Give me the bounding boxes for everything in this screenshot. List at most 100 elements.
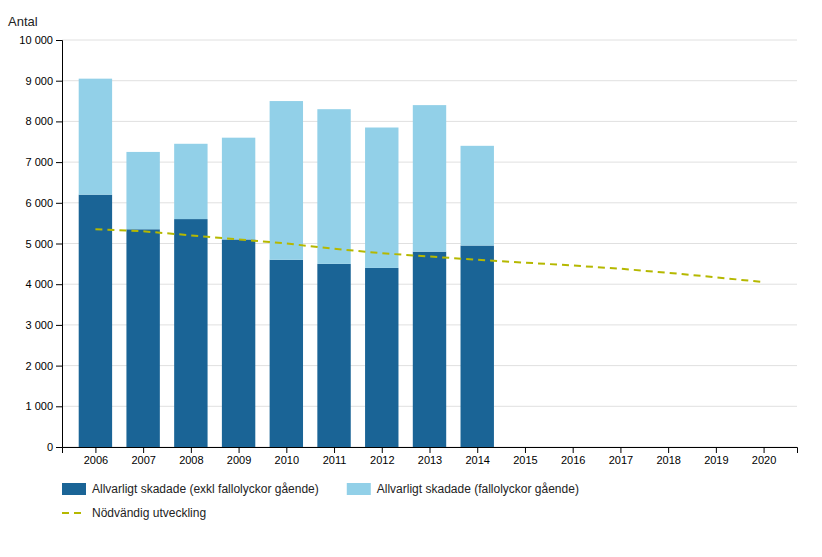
y-tick: 10 000: [19, 34, 62, 46]
tick-label: 8 000: [25, 115, 53, 127]
tick-mark: [56, 162, 62, 163]
bar: [79, 79, 112, 195]
bar-series: [79, 79, 494, 268]
tick-label: 2 000: [25, 360, 53, 372]
bar: [222, 138, 255, 240]
line: [95, 229, 763, 282]
bar: [79, 195, 112, 447]
tick-label: 5 000: [25, 238, 53, 250]
axis-line: [63, 448, 798, 454]
y-tick: 5 000: [25, 238, 62, 250]
x-tick: 2012: [370, 447, 394, 466]
tick-label: 2012: [370, 454, 394, 466]
legend-label: Allvarligt skadade (exkl fallolyckor gåe…: [92, 482, 319, 496]
x-tick: 2011: [323, 447, 347, 466]
x-tick: 2013: [418, 447, 442, 466]
chart: 2006 2007 2008 2009 2010 2011 2012 2013 2014 2015…: [0, 0, 822, 557]
tick-label: 2010: [275, 454, 299, 466]
tick-label: 2016: [561, 454, 585, 466]
tick-label: 9 000: [25, 75, 53, 87]
tick-mark: [56, 284, 62, 285]
tick-mark: [239, 447, 240, 453]
y-tick: 7 000: [25, 156, 62, 168]
x-tick: 2020: [752, 447, 776, 466]
bar: [365, 128, 398, 268]
tick-mark: [764, 447, 765, 453]
tick-label: 2019: [704, 454, 728, 466]
tick-mark: [56, 40, 62, 41]
y-axis-label: Antal: [8, 14, 38, 29]
x-tick: 2009: [227, 447, 251, 466]
bar: [270, 260, 303, 447]
tick-label: 2008: [179, 454, 203, 466]
tick-label: 2009: [227, 454, 251, 466]
tick-mark: [191, 447, 192, 453]
marks: [79, 79, 764, 447]
tick-mark: [286, 447, 287, 453]
tick-mark: [56, 244, 62, 245]
legend-swatch: [62, 512, 86, 514]
x-tick: 2010: [275, 447, 299, 466]
axis-line: [56, 41, 63, 448]
tick-mark: [334, 447, 335, 453]
bar: [174, 219, 207, 447]
tick-label: 2007: [131, 454, 155, 466]
tick-label: 2017: [609, 454, 633, 466]
tick-label: 10 000: [19, 34, 53, 46]
x-tick: 2017: [609, 447, 633, 466]
tick-mark: [668, 447, 669, 453]
y-tick: 9 000: [25, 75, 62, 87]
y-tick: 8 000: [25, 115, 62, 127]
x-tick: 2008: [179, 447, 203, 466]
bar: [365, 268, 398, 447]
tick-mark: [525, 447, 526, 453]
tick-label: 3 000: [25, 319, 53, 331]
tick-mark: [56, 81, 62, 82]
y-tick: 2 000: [25, 360, 62, 372]
y-tick: 0: [47, 441, 62, 453]
legend: Allvarligt skadade (exkl fallolyckor gåe…: [62, 482, 579, 520]
tick-label: 1 000: [25, 400, 53, 412]
tick-label: 2020: [752, 454, 776, 466]
x-axis: 2006 2007 2008 2009 2010 2011 2012 2013 2014 2015…: [63, 447, 798, 466]
tick-label: 2014: [465, 454, 489, 466]
legend-item: Nödvändig utveckling: [62, 506, 206, 520]
x-tick: 2007: [131, 447, 155, 466]
tick-label: 0: [47, 441, 53, 453]
y-tick: 6 000: [25, 197, 62, 209]
tick-mark: [430, 447, 431, 453]
bar: [413, 252, 446, 447]
grid: [62, 40, 797, 447]
grid-line: [62, 80, 797, 81]
legend-label: Allvarligt skadade (fallolyckor gående): [377, 482, 579, 496]
tick-mark: [620, 447, 621, 453]
tick-mark: [56, 203, 62, 204]
x-tick: 2015: [513, 447, 537, 466]
y-tick: 4 000: [25, 278, 62, 290]
tick-label: 2011: [323, 454, 347, 466]
x-tick: 2018: [656, 447, 680, 466]
x-tick: 2014: [465, 447, 489, 466]
y-axis: 0 1 000 2 000 3 000 4 000 5 000 6 000 7 000 8 00…: [19, 34, 62, 453]
tick-label: 2006: [84, 454, 108, 466]
grid-line: [62, 40, 797, 41]
plot: 2006 2007 2008 2009 2010 2011 2012 2013 2014 2015…: [19, 34, 797, 466]
bar: [461, 146, 494, 246]
x-tick: 2006: [84, 447, 108, 466]
bar: [317, 109, 350, 264]
legend-label: Nödvändig utveckling: [92, 506, 206, 520]
bar: [126, 229, 159, 447]
tick-mark: [56, 121, 62, 122]
tick-mark: [95, 447, 96, 453]
tick-mark: [716, 447, 717, 453]
tick-mark: [56, 366, 62, 367]
y-tick: 1 000: [25, 400, 62, 412]
tick-mark: [477, 447, 478, 453]
tick-label: 2018: [656, 454, 680, 466]
tick-label: 7 000: [25, 156, 53, 168]
legend-item: Allvarligt skadade (exkl fallolyckor gåe…: [62, 482, 319, 496]
bar: [222, 239, 255, 447]
x-tick: 2016: [561, 447, 585, 466]
tick-mark: [143, 447, 144, 453]
tick-mark: [382, 447, 383, 453]
